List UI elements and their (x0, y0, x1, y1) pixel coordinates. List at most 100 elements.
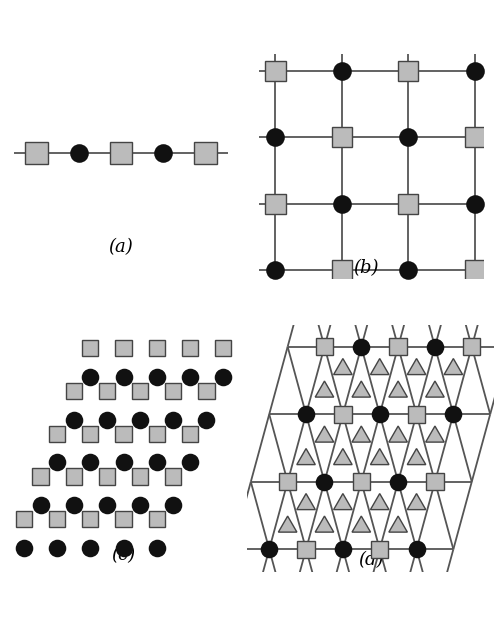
Point (376, 410, 384, 420)
Bar (332, 127, 352, 147)
Bar (33, 468, 48, 485)
Bar (182, 340, 198, 357)
Point (404, 265, 412, 275)
Point (53, 543, 61, 553)
Polygon shape (389, 516, 408, 532)
Point (357, 342, 365, 352)
Polygon shape (352, 426, 370, 442)
Polygon shape (333, 449, 352, 464)
Bar (165, 468, 181, 485)
Polygon shape (370, 449, 389, 464)
Bar (49, 426, 65, 442)
Bar (408, 406, 425, 423)
Polygon shape (389, 381, 408, 397)
Polygon shape (333, 493, 352, 510)
Bar (116, 340, 131, 357)
Text: (b): (b) (353, 259, 378, 277)
Bar (215, 340, 231, 357)
Text: (a): (a) (109, 238, 133, 256)
Bar (149, 426, 165, 442)
Point (86, 543, 94, 553)
Polygon shape (370, 358, 389, 375)
Polygon shape (279, 516, 297, 532)
Point (136, 500, 144, 510)
Polygon shape (315, 426, 334, 442)
Point (159, 148, 167, 158)
Bar (149, 511, 165, 528)
Bar (334, 406, 352, 423)
Point (203, 415, 210, 425)
Point (219, 372, 227, 382)
Point (338, 199, 346, 209)
Point (153, 457, 161, 468)
Point (70, 500, 78, 510)
Point (186, 457, 194, 468)
Polygon shape (426, 426, 444, 442)
Bar (398, 61, 418, 81)
Bar (99, 468, 115, 485)
Point (272, 265, 280, 275)
Bar (82, 340, 98, 357)
Polygon shape (315, 381, 334, 397)
Bar (194, 142, 216, 165)
Polygon shape (297, 449, 315, 464)
Point (86, 457, 94, 468)
Point (404, 132, 412, 142)
Bar (463, 338, 480, 355)
Bar (398, 194, 418, 214)
Bar (265, 194, 286, 214)
Point (37, 500, 44, 510)
Point (471, 66, 479, 76)
Point (169, 500, 177, 510)
Point (302, 410, 310, 420)
Point (120, 543, 127, 553)
Point (75, 148, 82, 158)
Polygon shape (407, 358, 426, 375)
Point (186, 372, 194, 382)
Point (86, 372, 94, 382)
Point (120, 457, 127, 468)
Point (339, 544, 347, 554)
Bar (116, 511, 131, 528)
Bar (66, 383, 82, 399)
Bar (99, 383, 115, 399)
Polygon shape (389, 426, 408, 442)
Polygon shape (444, 358, 462, 375)
Bar (149, 340, 165, 357)
Bar (389, 338, 407, 355)
Bar (82, 426, 98, 442)
Point (338, 66, 346, 76)
Bar (132, 468, 148, 485)
Bar (26, 142, 47, 165)
Polygon shape (352, 381, 370, 397)
Point (136, 415, 144, 425)
Point (53, 457, 61, 468)
Bar (371, 541, 388, 558)
Point (103, 500, 111, 510)
Bar (426, 473, 444, 490)
Bar (265, 61, 286, 81)
Bar (464, 127, 485, 147)
Point (471, 199, 479, 209)
Bar (66, 468, 82, 485)
Bar (316, 338, 333, 355)
Bar (16, 511, 32, 528)
Bar (353, 473, 370, 490)
Bar (110, 142, 132, 165)
Point (272, 132, 280, 142)
Polygon shape (370, 493, 389, 510)
Polygon shape (333, 358, 352, 375)
Point (450, 410, 457, 420)
Polygon shape (426, 381, 444, 397)
Bar (279, 473, 296, 490)
Polygon shape (297, 493, 315, 510)
Point (412, 544, 420, 554)
Polygon shape (352, 516, 370, 532)
Bar (297, 541, 315, 558)
Point (265, 544, 273, 554)
Bar (132, 383, 148, 399)
Bar (182, 426, 198, 442)
Text: (d): (d) (358, 551, 383, 569)
Point (321, 476, 329, 487)
Bar (116, 426, 131, 442)
